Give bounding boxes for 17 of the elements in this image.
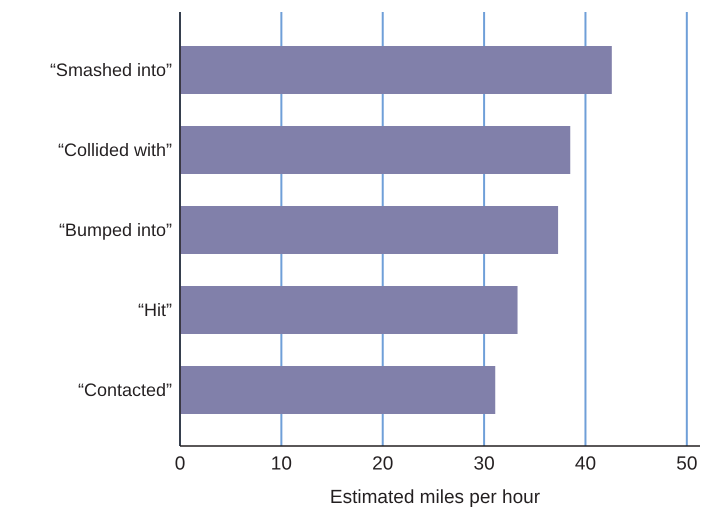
y-tick-label: “Bumped into” bbox=[58, 220, 172, 240]
x-tick-label: 0 bbox=[174, 453, 186, 474]
bar bbox=[180, 206, 558, 254]
y-tick-label: “Smashed into” bbox=[50, 60, 172, 80]
x-tick-label: 10 bbox=[270, 453, 292, 474]
y-tick-label: “Hit” bbox=[138, 300, 172, 320]
y-tick-label: “Contacted” bbox=[78, 380, 172, 400]
x-tick-label: 40 bbox=[574, 453, 596, 474]
x-tick-label: 20 bbox=[372, 453, 394, 474]
bar bbox=[180, 126, 570, 174]
x-tick-label: 50 bbox=[676, 453, 698, 474]
bar bbox=[180, 46, 612, 94]
bar bbox=[180, 366, 496, 414]
x-tick-label: 30 bbox=[474, 453, 495, 474]
bar bbox=[180, 286, 518, 334]
y-tick-label: “Collided with” bbox=[58, 140, 172, 160]
x-axis-title: Estimated miles per hour bbox=[330, 487, 541, 508]
